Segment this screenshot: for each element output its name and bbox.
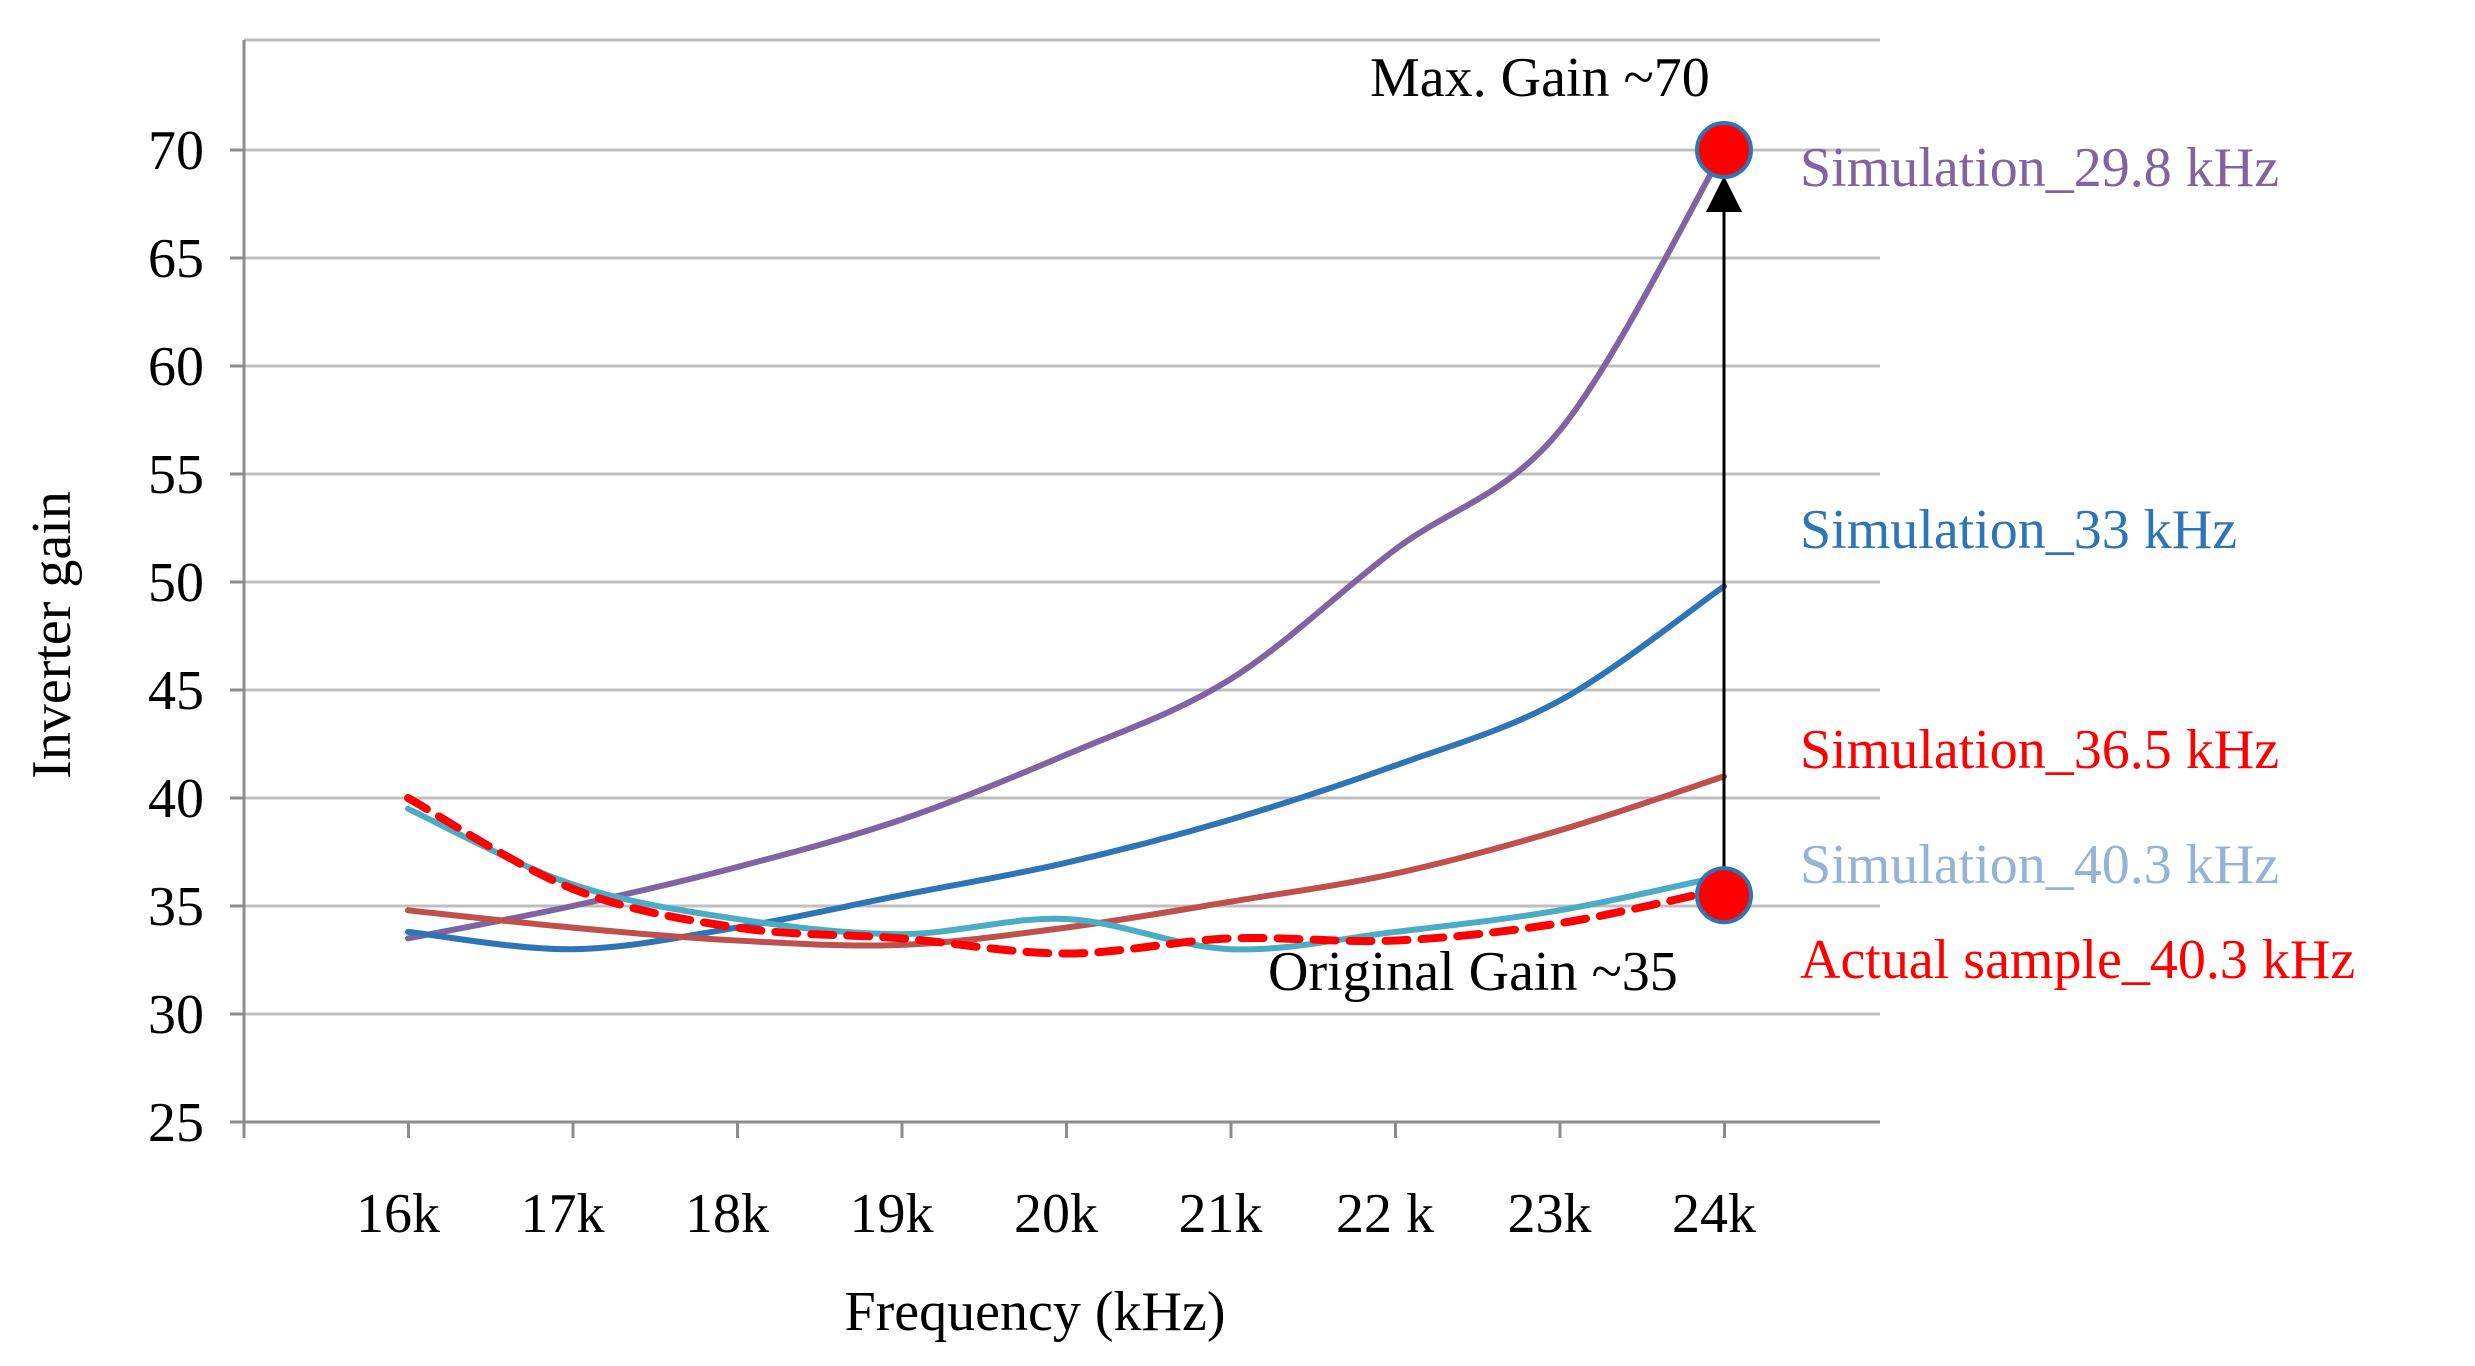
legend-label-simulation-40-3-khz: Simulation_40.3 kHz <box>1800 834 2279 896</box>
y-tick-label-60: 60 <box>148 336 204 398</box>
gridlines <box>244 38 1880 1016</box>
y-tick-label-45: 45 <box>148 660 204 722</box>
legend-label-simulation-36-5-khz: Simulation_36.5 kHz <box>1800 719 2279 781</box>
x-tick-label-0: 16k <box>356 1183 440 1245</box>
y-tick-label-40: 40 <box>148 768 204 830</box>
axes: 25 30 35 40 45 50 55 60 65 70 16k 17k 18k 19k 20k 21k 22… <box>148 40 1880 1245</box>
annotations: Max. Gain ~70 Original Gain ~35 <box>1268 47 1753 1003</box>
y-axis-title: Inverter gain <box>21 491 83 779</box>
y-tick-label-50: 50 <box>148 552 204 614</box>
legend-label-actual-sample-40-3-khz: Actual sample_40.3 kHz <box>1800 929 2355 991</box>
legend-label-simulation-33-khz: Simulation_33 kHz <box>1800 499 2237 561</box>
x-tick-label-5: 21k <box>1179 1183 1263 1245</box>
x-tick-label-8: 24k <box>1672 1183 1756 1245</box>
y-tick-label-65: 65 <box>148 228 204 290</box>
original-gain-label: Original Gain ~35 <box>1268 941 1678 1003</box>
max-gain-marker <box>1695 121 1753 179</box>
x-tick-label-3: 19k <box>850 1183 934 1245</box>
x-tick-label-1: 17k <box>521 1183 605 1245</box>
y-tick-label-55: 55 <box>148 444 204 506</box>
x-tick-label-4: 20k <box>1014 1183 1098 1245</box>
original-gain-marker <box>1695 866 1753 925</box>
y-tick-label-30: 30 <box>148 984 204 1046</box>
x-tick-label-2: 18k <box>685 1183 769 1245</box>
series-line-simulation-36-5-khz <box>405 773 1727 949</box>
x-tick-label-7: 23k <box>1508 1183 1592 1245</box>
x-tick-label-6: 22 k <box>1336 1183 1434 1245</box>
series-line-actual-sample-40-3-khz <box>404 794 1728 958</box>
y-tick-label-25: 25 <box>148 1092 204 1154</box>
y-tick-label-70: 70 <box>148 120 204 182</box>
legend: Simulation_29.8 kHz Simulation_33 kHz Simu… <box>1800 137 2355 991</box>
y-tick-label-35: 35 <box>148 876 204 938</box>
series-lines <box>404 147 1728 958</box>
series-line-simulation-33-khz <box>405 583 1727 953</box>
series-line-simulation-40-3-khz <box>405 805 1727 953</box>
legend-label-simulation-29-8-khz: Simulation_29.8 kHz <box>1800 137 2279 199</box>
series-line-simulation-29-8-khz <box>405 147 1727 942</box>
x-axis-title: Frequency (kHz) <box>845 1281 1226 1343</box>
max-gain-label: Max. Gain ~70 <box>1370 47 1710 109</box>
